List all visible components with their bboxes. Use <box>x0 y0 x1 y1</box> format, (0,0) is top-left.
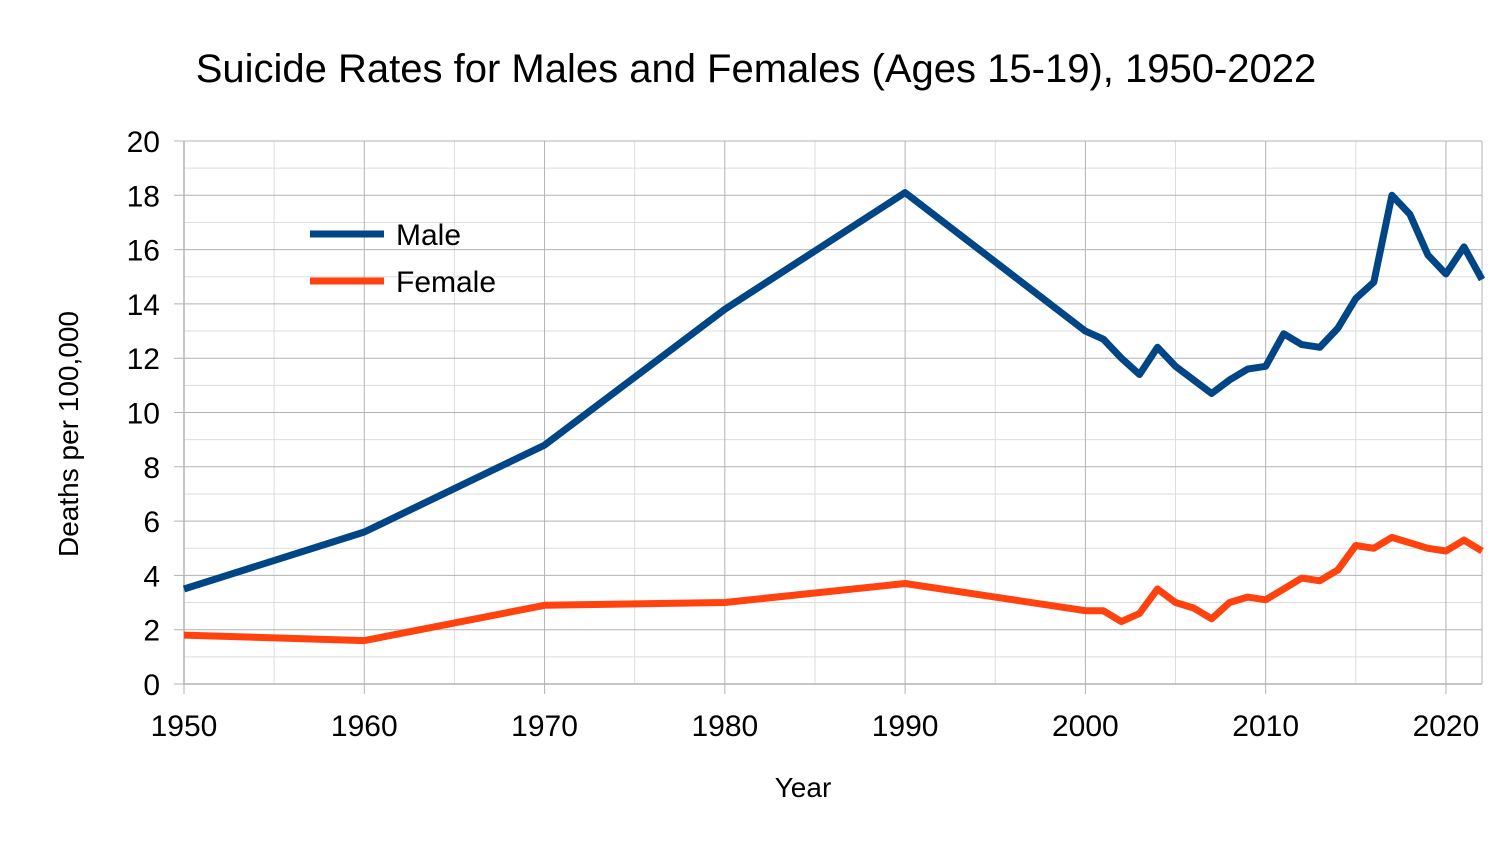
x-tick-label: 2000 <box>1052 710 1119 743</box>
x-tick-label: 1980 <box>691 710 758 743</box>
chart-title: Suicide Rates for Males and Females (Age… <box>196 47 1317 91</box>
y-tick-label: 2 <box>143 615 160 648</box>
grid-lines <box>174 140 1483 694</box>
x-tick-label: 2020 <box>1413 710 1480 743</box>
y-tick-label: 0 <box>143 669 160 702</box>
y-axis-label: Deaths per 100,000 <box>53 311 84 557</box>
series-lines <box>182 189 1486 645</box>
y-tick-label: 8 <box>143 452 160 485</box>
axes <box>183 141 1482 685</box>
y-tick-label: 6 <box>143 506 160 539</box>
y-tick-label: 14 <box>127 289 160 322</box>
y-tick-label: 12 <box>127 343 160 376</box>
y-tick-label: 10 <box>127 398 160 431</box>
x-tick-label: 1960 <box>331 710 398 743</box>
legend-label-female: Female <box>396 266 496 299</box>
x-axis-label: Year <box>775 772 832 803</box>
x-tick-label: 1990 <box>872 710 939 743</box>
x-tick-label: 1950 <box>151 710 218 743</box>
y-tick-label: 20 <box>127 126 160 159</box>
x-tick-label: 1970 <box>511 710 578 743</box>
series-line-male <box>182 189 1486 593</box>
x-tick-label: 2010 <box>1232 710 1299 743</box>
y-tick-label: 16 <box>127 235 160 268</box>
series-line-female <box>183 533 1484 645</box>
tick-labels: 0 2 4 6 8 10 12 14 16 18 20 1950 1960 1970 1980 1990 200… <box>127 126 1480 743</box>
legend-label-male: Male <box>396 219 461 252</box>
y-tick-label: 4 <box>143 560 160 593</box>
legend: Male Female <box>310 219 496 299</box>
y-tick-label: 18 <box>127 180 160 213</box>
